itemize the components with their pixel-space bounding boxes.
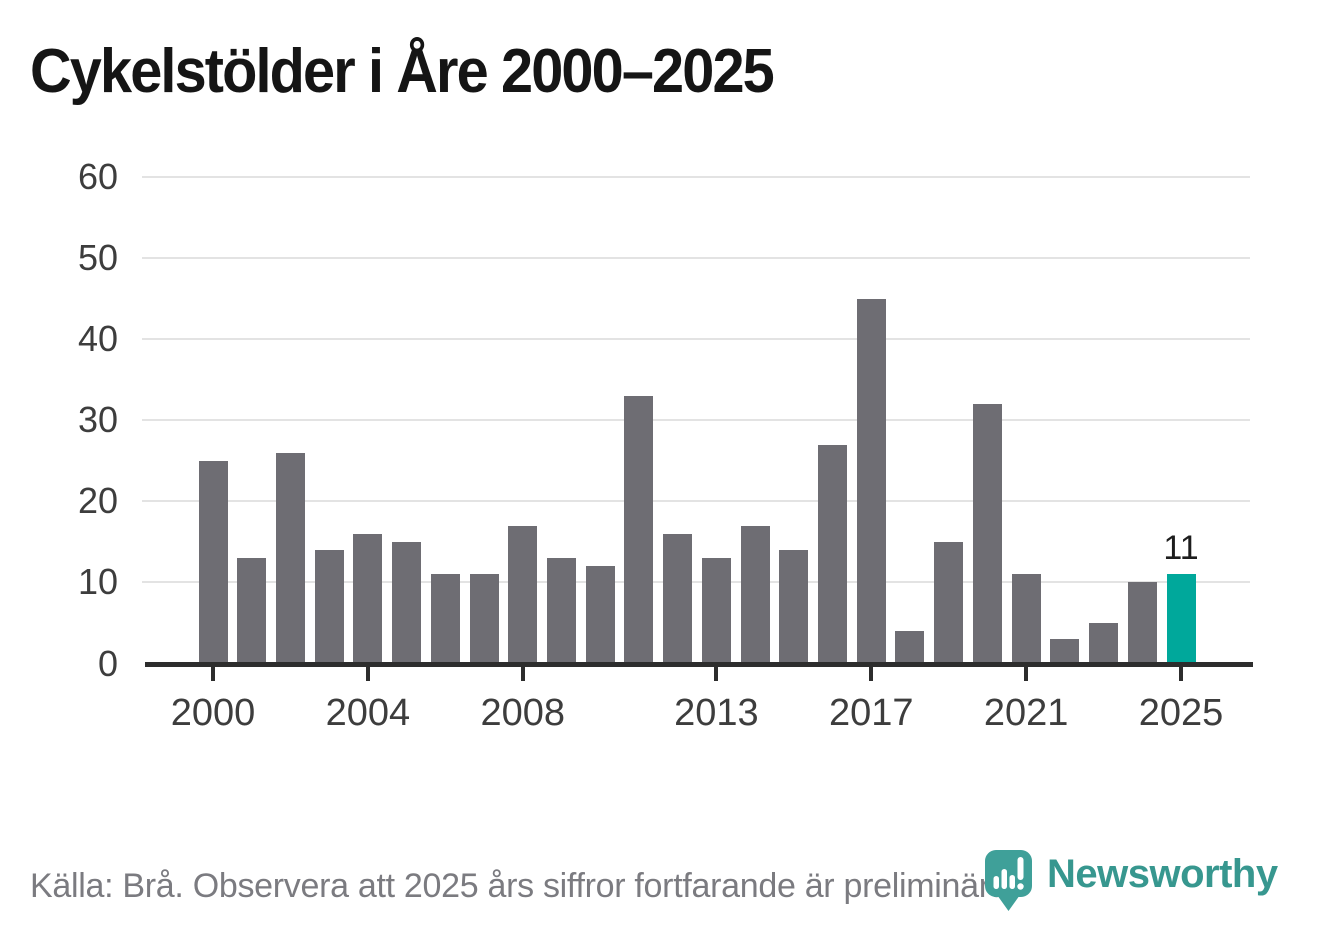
x-axis-tick-2025 bbox=[1179, 666, 1183, 681]
bar-2013 bbox=[701, 558, 731, 666]
bar-2010 bbox=[585, 566, 615, 666]
x-axis-label-2000: 2000 bbox=[170, 692, 256, 734]
gridline-50 bbox=[142, 257, 1250, 260]
bar-2003 bbox=[314, 549, 344, 666]
bar-2018 bbox=[895, 631, 925, 666]
newsworthy-wordmark: Newsworthy bbox=[1047, 852, 1278, 896]
bar-2015 bbox=[779, 549, 809, 666]
bar-2000 bbox=[198, 460, 228, 666]
bar-2023 bbox=[1089, 622, 1119, 666]
x-axis-tick-2008 bbox=[520, 666, 525, 681]
y-axis-label-60: 60 bbox=[77, 156, 118, 198]
gridline-60 bbox=[142, 176, 1250, 179]
bar-2001 bbox=[237, 558, 267, 666]
bar-2014 bbox=[740, 525, 770, 666]
y-axis-label-50: 50 bbox=[77, 237, 118, 279]
x-axis-tick-2004 bbox=[365, 666, 370, 681]
bar-2002 bbox=[275, 452, 305, 666]
bar-2005 bbox=[392, 541, 422, 666]
y-axis-label-0: 0 bbox=[97, 642, 118, 684]
x-axis-label-2025: 2025 bbox=[1138, 692, 1224, 734]
x-axis-label-2008: 2008 bbox=[480, 692, 566, 734]
bar-2020 bbox=[972, 404, 1002, 666]
bar-2012 bbox=[663, 533, 693, 666]
x-axis-label-2004: 2004 bbox=[325, 692, 411, 734]
newsworthy-logo: Newsworthy bbox=[985, 850, 1278, 913]
gridline-20 bbox=[142, 500, 1250, 503]
gridline-10 bbox=[142, 581, 1250, 584]
bar-2022 bbox=[1050, 639, 1080, 666]
y-axis-label-20: 20 bbox=[77, 480, 118, 522]
bar-2006 bbox=[430, 574, 460, 666]
bar-2021 bbox=[1011, 574, 1041, 666]
bar-2019 bbox=[934, 541, 964, 666]
bar-2007 bbox=[469, 574, 499, 666]
y-axis-label-30: 30 bbox=[77, 399, 118, 441]
gridline-30 bbox=[142, 419, 1250, 422]
y-axis-label-10: 10 bbox=[77, 561, 118, 603]
bar-2008 bbox=[508, 525, 538, 666]
y-axis-label-40: 40 bbox=[77, 318, 118, 360]
x-axis-tick-2021 bbox=[1024, 666, 1029, 681]
gridline-40 bbox=[142, 338, 1250, 341]
bar-2011 bbox=[624, 395, 654, 666]
bar-2004 bbox=[353, 533, 383, 666]
x-axis-label-2017: 2017 bbox=[828, 692, 914, 734]
chart-title: Cykelstölder i Åre 2000–2025 bbox=[30, 37, 775, 106]
bar-2009 bbox=[546, 558, 576, 666]
bar-2025 bbox=[1166, 574, 1196, 666]
bar-2016 bbox=[818, 444, 848, 666]
x-axis-label-2013: 2013 bbox=[674, 692, 759, 734]
x-axis-tick-2017 bbox=[869, 666, 874, 681]
x-axis-line bbox=[145, 662, 1253, 667]
source-note: Källa: Brå. Observera att 2025 års siffr… bbox=[30, 867, 1018, 905]
newsworthy-pin-icon bbox=[985, 850, 1032, 911]
bar-2017 bbox=[856, 298, 886, 666]
x-axis-tick-2013 bbox=[714, 666, 719, 681]
x-axis-label-2021: 2021 bbox=[983, 692, 1069, 734]
bar-value-label: 11 bbox=[1163, 529, 1199, 568]
x-axis-tick-2000 bbox=[211, 666, 215, 681]
bar-2024 bbox=[1127, 582, 1157, 666]
